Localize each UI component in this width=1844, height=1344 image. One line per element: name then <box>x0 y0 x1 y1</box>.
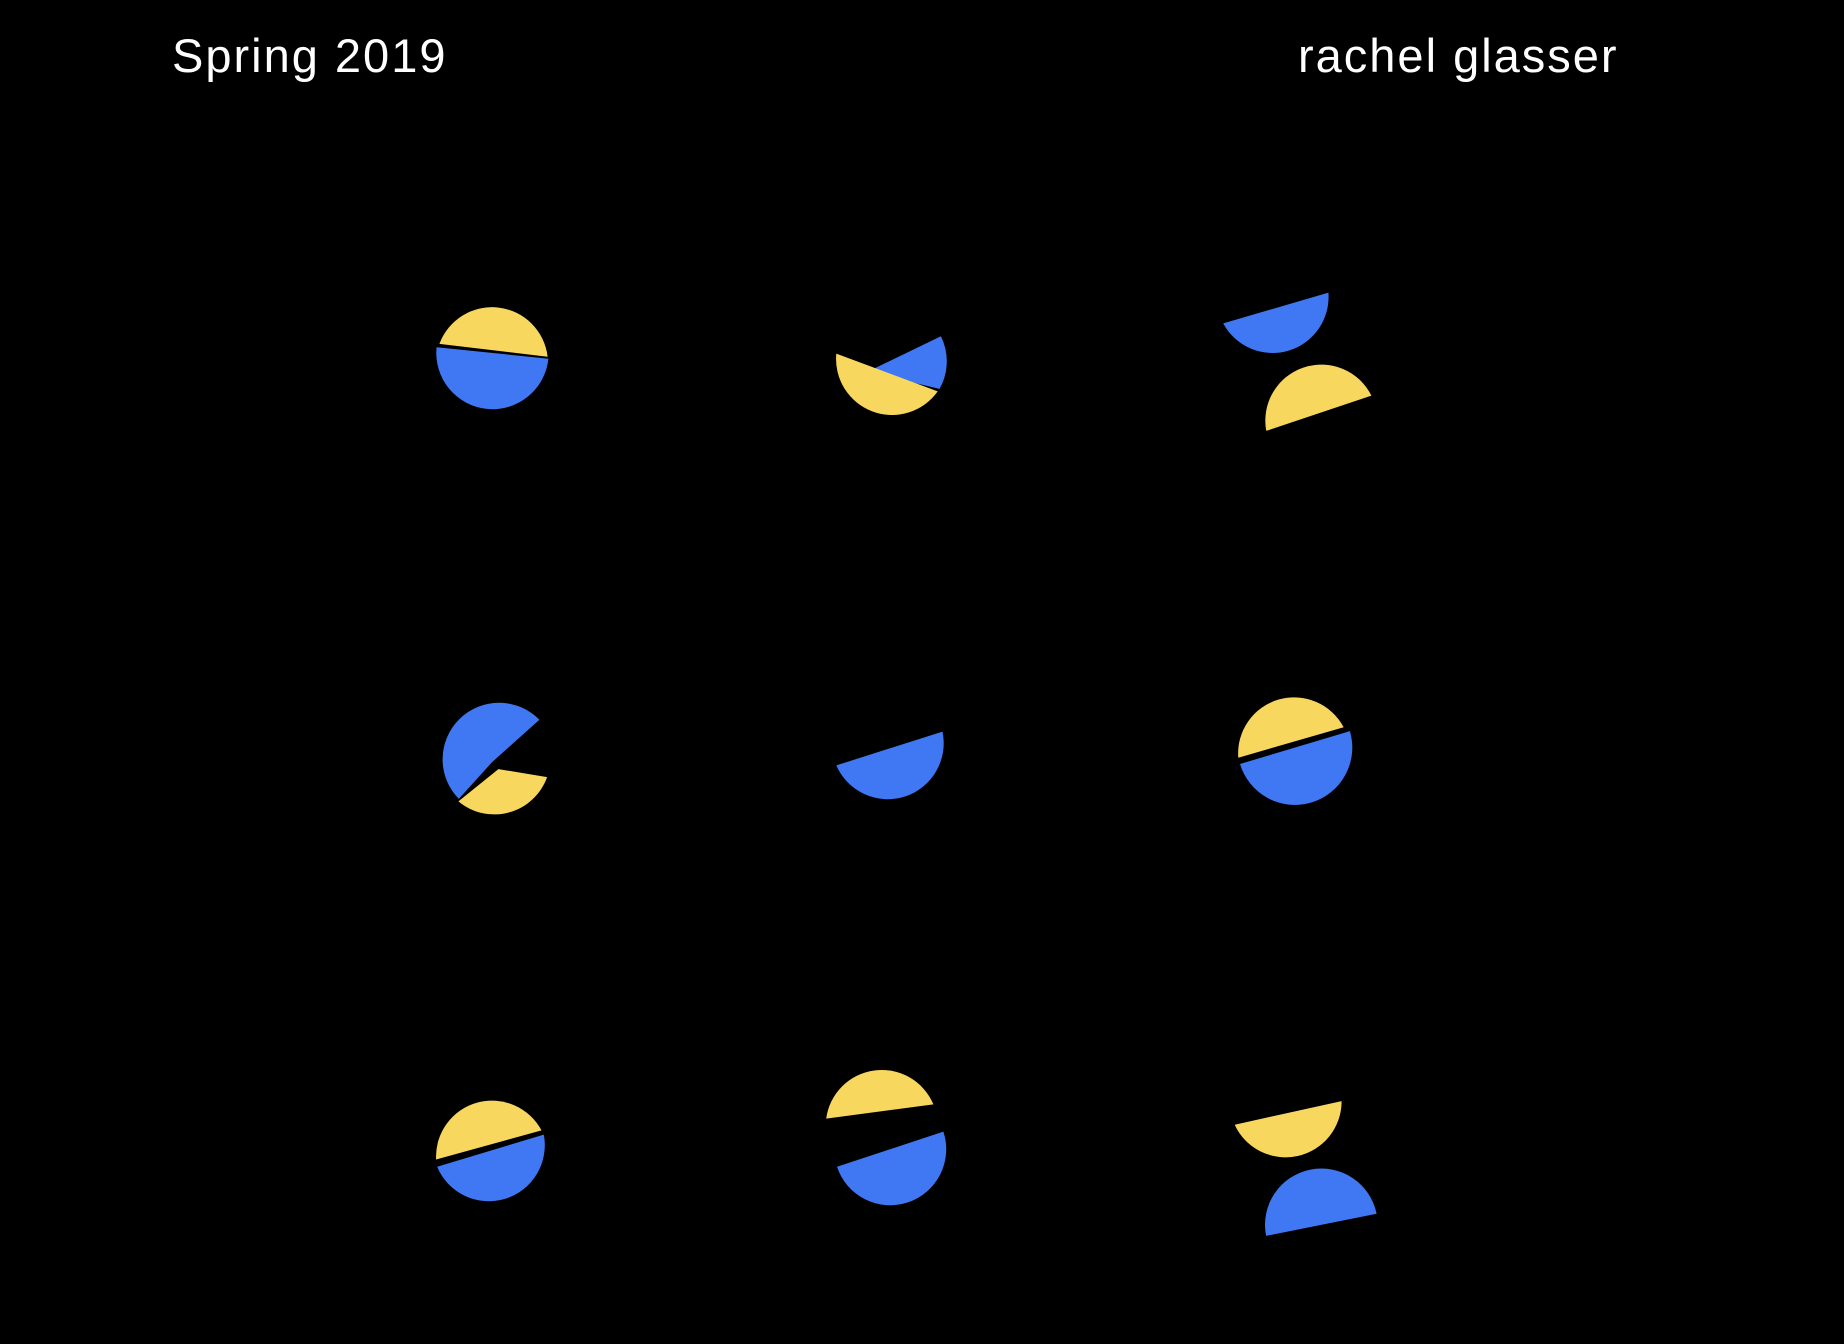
author-name: rachel glasser <box>1298 29 1619 82</box>
shape-r2c2 <box>836 731 944 800</box>
yellow-segment <box>1265 364 1372 431</box>
shape-r2c1 <box>442 702 548 815</box>
blue-segment <box>837 1131 947 1206</box>
shape-r1c2 <box>836 336 947 415</box>
shape-r3c3 <box>1234 1101 1377 1236</box>
shape-r1c3 <box>1223 292 1372 431</box>
yellow-segment <box>1234 1101 1342 1158</box>
yellow-segment <box>836 353 938 415</box>
blue-segment <box>436 347 549 410</box>
yellow-segment <box>458 769 548 815</box>
blue-segment <box>1240 731 1353 805</box>
blue-segment <box>437 1134 545 1202</box>
blue-segment <box>1265 1168 1377 1236</box>
shape-r3c2 <box>826 1069 947 1206</box>
yellow-segment <box>436 1100 542 1160</box>
yellow-segment <box>439 307 548 357</box>
blue-segment <box>442 702 540 799</box>
shape-r2c3 <box>1238 697 1353 805</box>
yellow-segment <box>826 1069 934 1119</box>
yellow-segment <box>1238 697 1344 758</box>
season-title: Spring 2019 <box>172 29 448 82</box>
blue-segment <box>1223 292 1329 353</box>
shape-r1c1 <box>436 307 549 410</box>
blue-segment <box>836 731 944 800</box>
shape-r3c1 <box>436 1100 545 1202</box>
